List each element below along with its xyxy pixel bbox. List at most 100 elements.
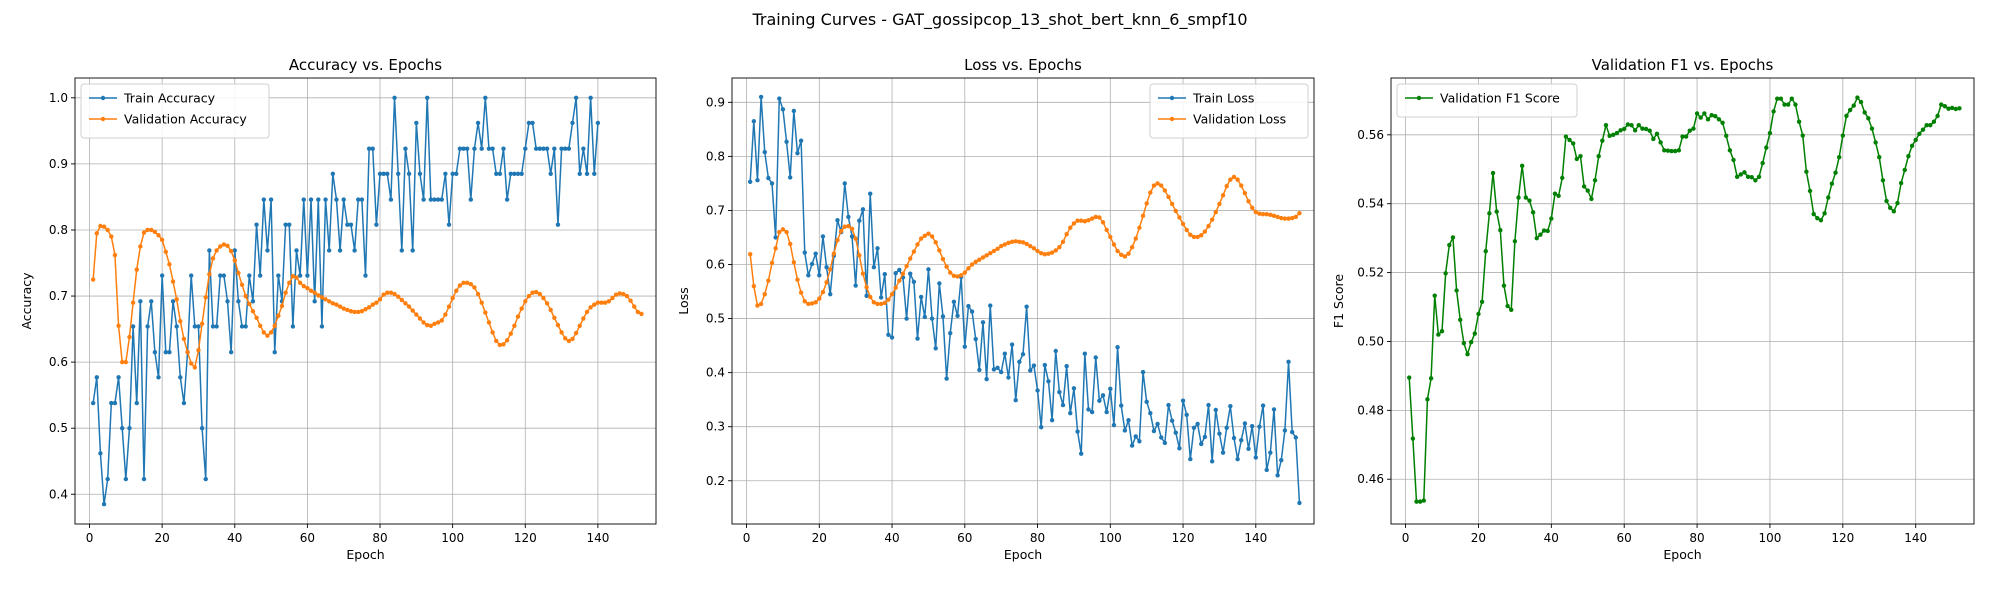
data-point <box>1767 130 1773 136</box>
data-point <box>512 323 517 328</box>
y-axis-label: Accuracy <box>19 272 34 330</box>
data-point <box>1275 473 1280 478</box>
data-point <box>788 241 793 247</box>
data-point <box>606 299 611 304</box>
data-point <box>1527 198 1532 203</box>
data-point <box>1778 96 1784 101</box>
data-point <box>1647 128 1652 133</box>
data-point <box>1734 174 1740 180</box>
data-point <box>417 171 423 177</box>
data-point <box>1264 212 1269 217</box>
data-point <box>1028 243 1033 249</box>
data-point <box>588 95 593 101</box>
data-point <box>287 280 292 286</box>
data-point <box>163 350 168 355</box>
data-point <box>1629 122 1634 128</box>
data-point <box>806 273 811 278</box>
data-point <box>1006 375 1011 380</box>
data-point <box>541 295 546 301</box>
data-point <box>1042 252 1048 257</box>
data-point <box>864 285 869 290</box>
x-tick-label: 40 <box>884 531 899 545</box>
data-point <box>860 207 866 212</box>
x-tick-label: 100 <box>1099 531 1122 545</box>
data-point <box>573 330 579 336</box>
data-point <box>1169 418 1175 423</box>
data-point <box>356 309 361 315</box>
data-point <box>1428 376 1434 381</box>
data-point <box>319 324 325 329</box>
data-point <box>181 336 187 342</box>
y-tick-label: 0.3 <box>706 420 725 434</box>
data-point <box>1188 232 1193 237</box>
x-tick-label: 120 <box>514 531 537 545</box>
data-point <box>1246 446 1251 452</box>
data-point <box>1476 311 1481 317</box>
data-point <box>1611 132 1616 138</box>
data-point <box>966 303 971 309</box>
data-point <box>621 291 626 297</box>
data-point <box>526 120 532 126</box>
data-point <box>1877 155 1882 160</box>
data-point <box>1760 160 1765 166</box>
data-point <box>348 222 354 227</box>
data-point <box>1235 177 1240 182</box>
data-point <box>399 297 405 303</box>
series-line <box>749 96 1301 503</box>
data-point <box>1177 446 1182 451</box>
data-point <box>1075 218 1080 223</box>
data-point <box>330 171 336 177</box>
data-point <box>1249 205 1255 210</box>
data-point <box>185 350 190 355</box>
legend-box <box>80 83 270 139</box>
data-point <box>820 234 826 239</box>
data-point <box>421 320 426 325</box>
data-point <box>475 120 481 126</box>
data-point <box>127 334 132 340</box>
data-point <box>101 224 107 229</box>
data-point <box>1202 434 1208 440</box>
data-point <box>846 214 851 220</box>
data-point <box>1811 211 1816 217</box>
data-point <box>592 171 597 177</box>
data-point <box>977 257 982 262</box>
data-point <box>780 107 786 112</box>
data-point <box>897 278 902 283</box>
data-point <box>1282 216 1288 221</box>
data-point <box>443 312 448 317</box>
data-point <box>1439 328 1445 334</box>
data-point <box>1144 201 1149 206</box>
data-point <box>377 171 383 177</box>
data-point <box>1253 209 1259 215</box>
data-point <box>1246 199 1251 204</box>
data-point <box>1126 251 1131 256</box>
data-point <box>345 307 350 313</box>
data-point <box>1884 198 1889 204</box>
data-point <box>1567 137 1572 143</box>
data-point <box>1851 103 1856 108</box>
data-point <box>1206 402 1211 408</box>
data-point <box>1724 133 1729 139</box>
data-point <box>937 281 942 286</box>
data-point <box>221 242 227 247</box>
data-point <box>1450 235 1456 240</box>
data-point <box>435 320 441 325</box>
data-point <box>1673 148 1678 154</box>
data-point <box>1169 201 1175 207</box>
data-point <box>265 248 270 253</box>
data-point <box>1578 153 1583 159</box>
data-point <box>1545 228 1550 234</box>
chart-panel-1: 0 20 40 60 80 100 120 140 0.4 0.5 0.6 0.7 0.8 0.9 1.0 A… <box>19 56 657 562</box>
data-point <box>1487 211 1492 216</box>
data-point <box>218 273 223 278</box>
data-point <box>214 324 219 329</box>
data-point <box>1738 172 1744 177</box>
data-point <box>773 235 778 240</box>
data-point <box>795 277 800 282</box>
data-point <box>566 338 572 344</box>
data-point <box>1807 188 1813 194</box>
y-tick-label: 0.4 <box>49 487 68 501</box>
data-point <box>1271 407 1277 412</box>
data-point <box>1100 393 1106 398</box>
data-point <box>1421 498 1426 503</box>
